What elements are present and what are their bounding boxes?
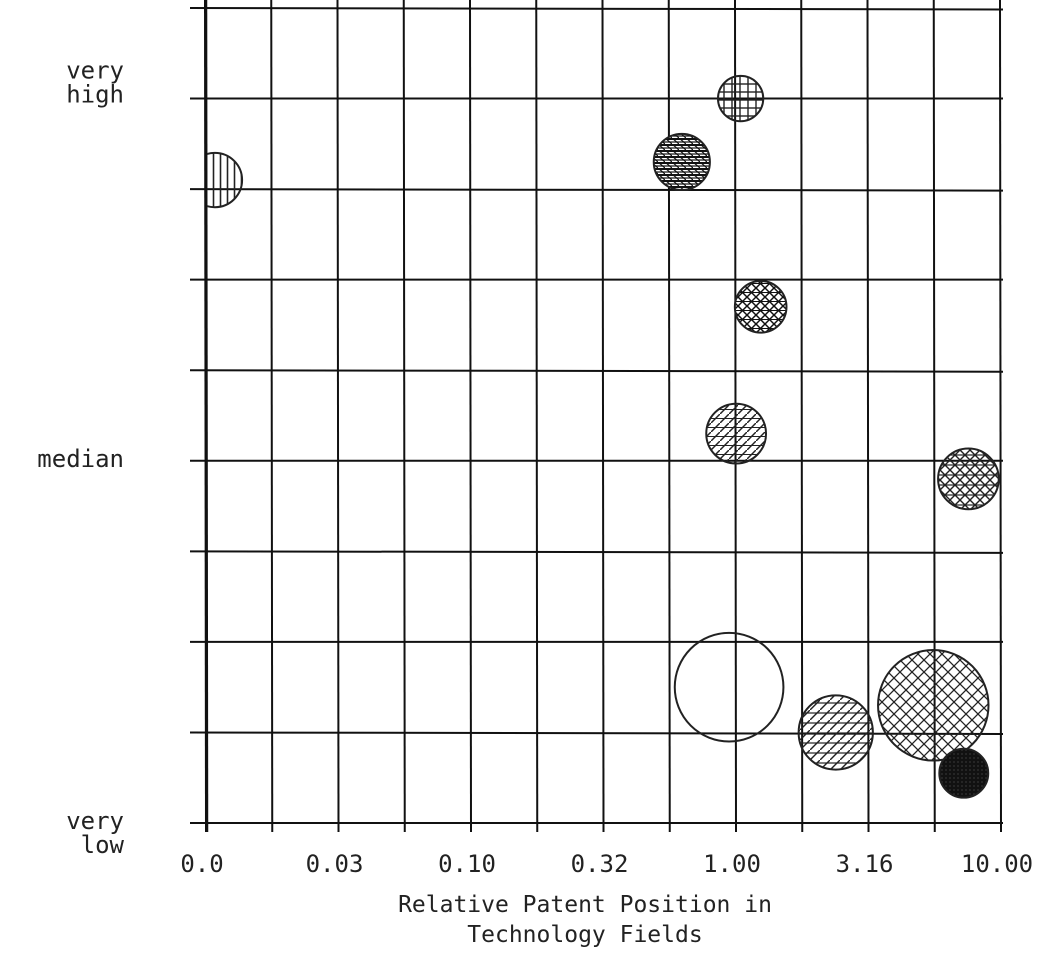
- x-axis-title: Relative Patent Position in: [398, 892, 772, 918]
- x-tick-label: 0.0: [180, 850, 223, 878]
- h-gridline: [189, 369, 1004, 373]
- v-gridline-minor: [402, 0, 406, 833]
- x-tick-label: 0.03: [306, 850, 364, 878]
- bubble-6-cross-weave: [937, 447, 1000, 511]
- y-tick-label: very: [66, 807, 124, 835]
- x-tick-label: 0.10: [438, 850, 496, 878]
- v-gridline: [469, 0, 472, 833]
- bubble-9-crosshatch: [877, 649, 990, 762]
- bubble-5-diagonal-hatch: [705, 402, 768, 465]
- bubbles: [207, 74, 1000, 799]
- bubble-8-diagonal-stripes: [797, 694, 874, 771]
- bubble-7-none: [673, 631, 785, 743]
- v-gridline: [866, 0, 870, 833]
- y-axis-line: [204, 0, 209, 833]
- y-tick-label: very: [66, 57, 124, 85]
- bubble-10-solid-dark: [938, 747, 990, 799]
- h-gridline: [189, 550, 1004, 554]
- y-tick-label: high: [66, 81, 124, 109]
- bubble-2-grid-hatch: [716, 74, 765, 123]
- v-gridline-minor: [667, 0, 671, 833]
- v-gridline: [601, 0, 605, 833]
- bubble-4-diamond-weave: [733, 280, 788, 334]
- v-gridline-minor: [800, 0, 804, 833]
- x-tick-label: 0.32: [571, 850, 629, 878]
- x-tick-label: 10.00: [961, 850, 1033, 878]
- bubble-1-vertical-hatch: [207, 151, 244, 209]
- bubble-3-dense-brick: [652, 132, 711, 192]
- x-tick-label: 3.16: [836, 850, 894, 878]
- axis-labels: 0.0 0.03 0.10 0.32 1.00 3.16 10.00veryhighmedi…: [37, 57, 1033, 948]
- x-tick-label: 1.00: [703, 850, 761, 878]
- v-gridline: [336, 0, 340, 833]
- y-tick-label: median: [37, 445, 124, 473]
- x-axis-title: Technology Fields: [467, 922, 702, 948]
- h-gridline: [189, 7, 1004, 11]
- v-gridline-minor: [535, 0, 539, 833]
- v-gridline-minor: [270, 0, 274, 833]
- y-tick-label: low: [81, 831, 125, 859]
- h-gridline: [189, 731, 1004, 735]
- v-gridline: [999, 0, 1002, 833]
- h-gridline: [189, 188, 1004, 192]
